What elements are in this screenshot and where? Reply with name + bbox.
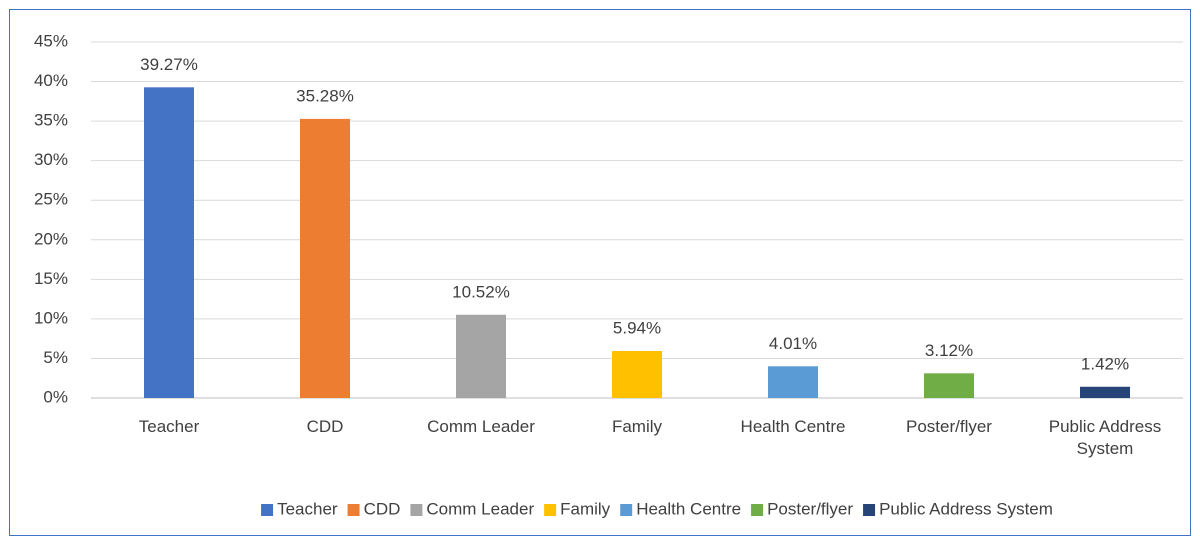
data-label: 35.28% — [296, 86, 354, 105]
x-tick-label: CDD — [306, 417, 344, 436]
legend-swatch — [751, 504, 764, 516]
bar — [1080, 386, 1130, 398]
y-tick-label: 40% — [34, 71, 68, 90]
x-tick-label: Poster/flyer — [906, 417, 992, 436]
data-label: 4.01% — [769, 334, 817, 353]
legend-label: Poster/flyer — [767, 499, 853, 518]
data-label: 10.52% — [452, 282, 510, 301]
legend-swatch — [410, 504, 423, 516]
legend-label: Teacher — [277, 499, 338, 518]
x-tick-label: Health Centre — [740, 417, 846, 436]
y-tick-label: 0% — [43, 387, 68, 406]
legend-swatch — [347, 504, 360, 516]
data-label: 1.42% — [1081, 354, 1129, 373]
x-tick-label: Teacher — [138, 417, 200, 436]
data-label: 3.12% — [925, 341, 973, 360]
bar — [456, 314, 506, 398]
legend-label: Family — [560, 499, 611, 518]
y-tick-label: 5% — [43, 348, 68, 367]
legend-label: Public Address System — [879, 499, 1053, 518]
chart-border — [9, 9, 1191, 536]
data-label: 5.94% — [613, 318, 661, 337]
x-tick-label: Family — [611, 417, 663, 436]
data-label: 39.27% — [140, 55, 198, 74]
y-tick-label: 35% — [34, 111, 68, 130]
legend-swatch — [544, 504, 557, 516]
bar — [612, 351, 662, 398]
legend-label: CDD — [364, 499, 401, 518]
bar — [300, 118, 350, 399]
legend-swatch — [261, 504, 274, 516]
y-tick-label: 15% — [34, 269, 68, 288]
legend-label: Comm Leader — [426, 499, 534, 518]
bar — [768, 366, 818, 398]
legend-swatch — [863, 504, 876, 516]
y-tick-label: 25% — [34, 190, 68, 209]
legend-label: Health Centre — [636, 499, 741, 518]
x-tick-label: Comm Leader — [427, 417, 535, 436]
y-tick-label: 30% — [34, 150, 68, 169]
y-tick-label: 45% — [34, 31, 68, 50]
y-tick-label: 10% — [34, 308, 68, 327]
y-tick-label: 20% — [34, 229, 68, 248]
legend-swatch — [620, 504, 633, 516]
bar — [924, 373, 974, 398]
x-tick-label: Public Address System — [1048, 417, 1162, 458]
bar — [144, 87, 194, 399]
